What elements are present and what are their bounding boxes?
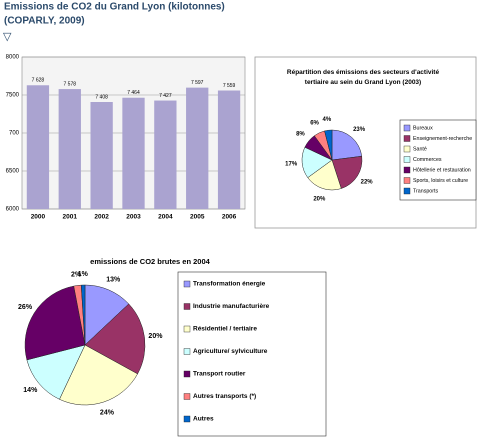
legend-label: Autres — [193, 416, 214, 423]
value-label: 20% — [313, 197, 326, 203]
y-tick-label: 8000 — [6, 55, 20, 61]
pie-title: Répartition des émissions des secteurs d… — [287, 69, 440, 86]
y-tick-label: 7500 — [6, 93, 20, 99]
legend-label: Hôtellerie et restauration — [413, 167, 471, 173]
legend-swatch — [403, 187, 411, 195]
legend-swatch — [183, 280, 191, 288]
legend-swatch — [403, 145, 411, 153]
value-label: 13% — [106, 277, 121, 284]
value-label: 26% — [18, 304, 33, 311]
legend-swatch — [403, 177, 411, 184]
legend-label: Transformation énergie — [193, 281, 266, 288]
x-tick-label: 2005 — [190, 214, 205, 221]
legend-label: Transport routier — [193, 371, 246, 378]
legend-swatch — [183, 393, 191, 400]
pie-slice — [24, 285, 86, 361]
legend-frame — [177, 271, 327, 437]
value-label: 7 578 — [64, 81, 77, 87]
legend-swatch — [183, 325, 191, 333]
value-label: 1% — [78, 271, 89, 278]
pie-slice — [307, 159, 342, 191]
value-label: 7 464 — [127, 90, 140, 96]
legend-label: Autres transports (*) — [193, 393, 256, 400]
value-label: 17% — [285, 161, 298, 167]
legend-label: Industrie manufacturière — [193, 303, 270, 310]
value-label: 14% — [23, 387, 38, 394]
legend-label: Enseignement-recherche — [413, 136, 472, 142]
header-symbol: ▽ — [3, 31, 12, 43]
legend-label: Sports, loisirs et culture — [413, 178, 468, 184]
value-label: 2% — [71, 271, 82, 278]
x-tick-label: 2002 — [94, 214, 109, 221]
legend-swatch — [183, 303, 191, 310]
legend-frame — [399, 119, 477, 201]
value-label: 7 408 — [95, 94, 108, 100]
pie-slice — [59, 344, 138, 406]
bar — [217, 90, 241, 209]
y-tick-label: 6500 — [6, 169, 20, 175]
legend-swatch — [403, 166, 411, 174]
legend-label: Santé — [413, 146, 427, 152]
legend-label: Bureaux — [413, 125, 433, 131]
value-label: 4% — [323, 117, 332, 123]
header-title: Emissions de CO2 du Grand Lyon (kilotonn… — [4, 2, 225, 13]
legend-swatch — [183, 370, 191, 378]
legend-swatch — [403, 156, 411, 163]
pie-slice — [324, 129, 333, 161]
x-tick-label: 2000 — [31, 214, 46, 221]
bar — [186, 87, 209, 209]
value-label: 24% — [100, 409, 115, 416]
pie-slice — [80, 284, 86, 346]
x-tick-label: 2003 — [126, 214, 141, 221]
bar — [26, 85, 50, 209]
header-source: (COPARLY, 2009) — [4, 16, 85, 27]
value-label: 8% — [296, 131, 305, 137]
value-label: 7 628 — [32, 78, 45, 84]
value-label: 22% — [361, 180, 374, 186]
pie-title: emissions de CO2 brutes en 2004 — [90, 257, 210, 266]
bar — [58, 89, 81, 209]
pie-slice — [331, 129, 363, 161]
pie-slice — [26, 344, 86, 400]
x-tick-label: 2006 — [222, 214, 237, 221]
pie-slice — [84, 303, 146, 375]
value-label: 20% — [148, 333, 163, 340]
legend-swatch — [183, 348, 191, 355]
bar — [90, 101, 113, 209]
value-label: 7 427 — [159, 93, 172, 99]
y-tick-label: 6000 — [6, 207, 20, 213]
legend-swatch — [183, 415, 191, 423]
bar — [154, 100, 177, 209]
value-label: 23% — [353, 127, 366, 133]
bar — [122, 97, 145, 209]
value-label: 7 597 — [191, 80, 204, 86]
legend-label: Commerces — [413, 157, 442, 163]
x-tick-label: 2001 — [63, 214, 78, 221]
x-tick-label: 2004 — [158, 214, 173, 221]
value-label: 7 559 — [223, 83, 236, 89]
legend-swatch — [403, 135, 411, 142]
legend-label: Transports — [413, 188, 438, 194]
legend-label: Agriculture/ sylviculture — [193, 348, 268, 355]
value-label: 6% — [310, 120, 319, 126]
pie-slice — [331, 155, 363, 189]
y-tick-label: 700 — [9, 131, 20, 137]
legend-swatch — [403, 124, 411, 132]
legend-label: Résidentiel / tertiaire — [193, 326, 257, 333]
